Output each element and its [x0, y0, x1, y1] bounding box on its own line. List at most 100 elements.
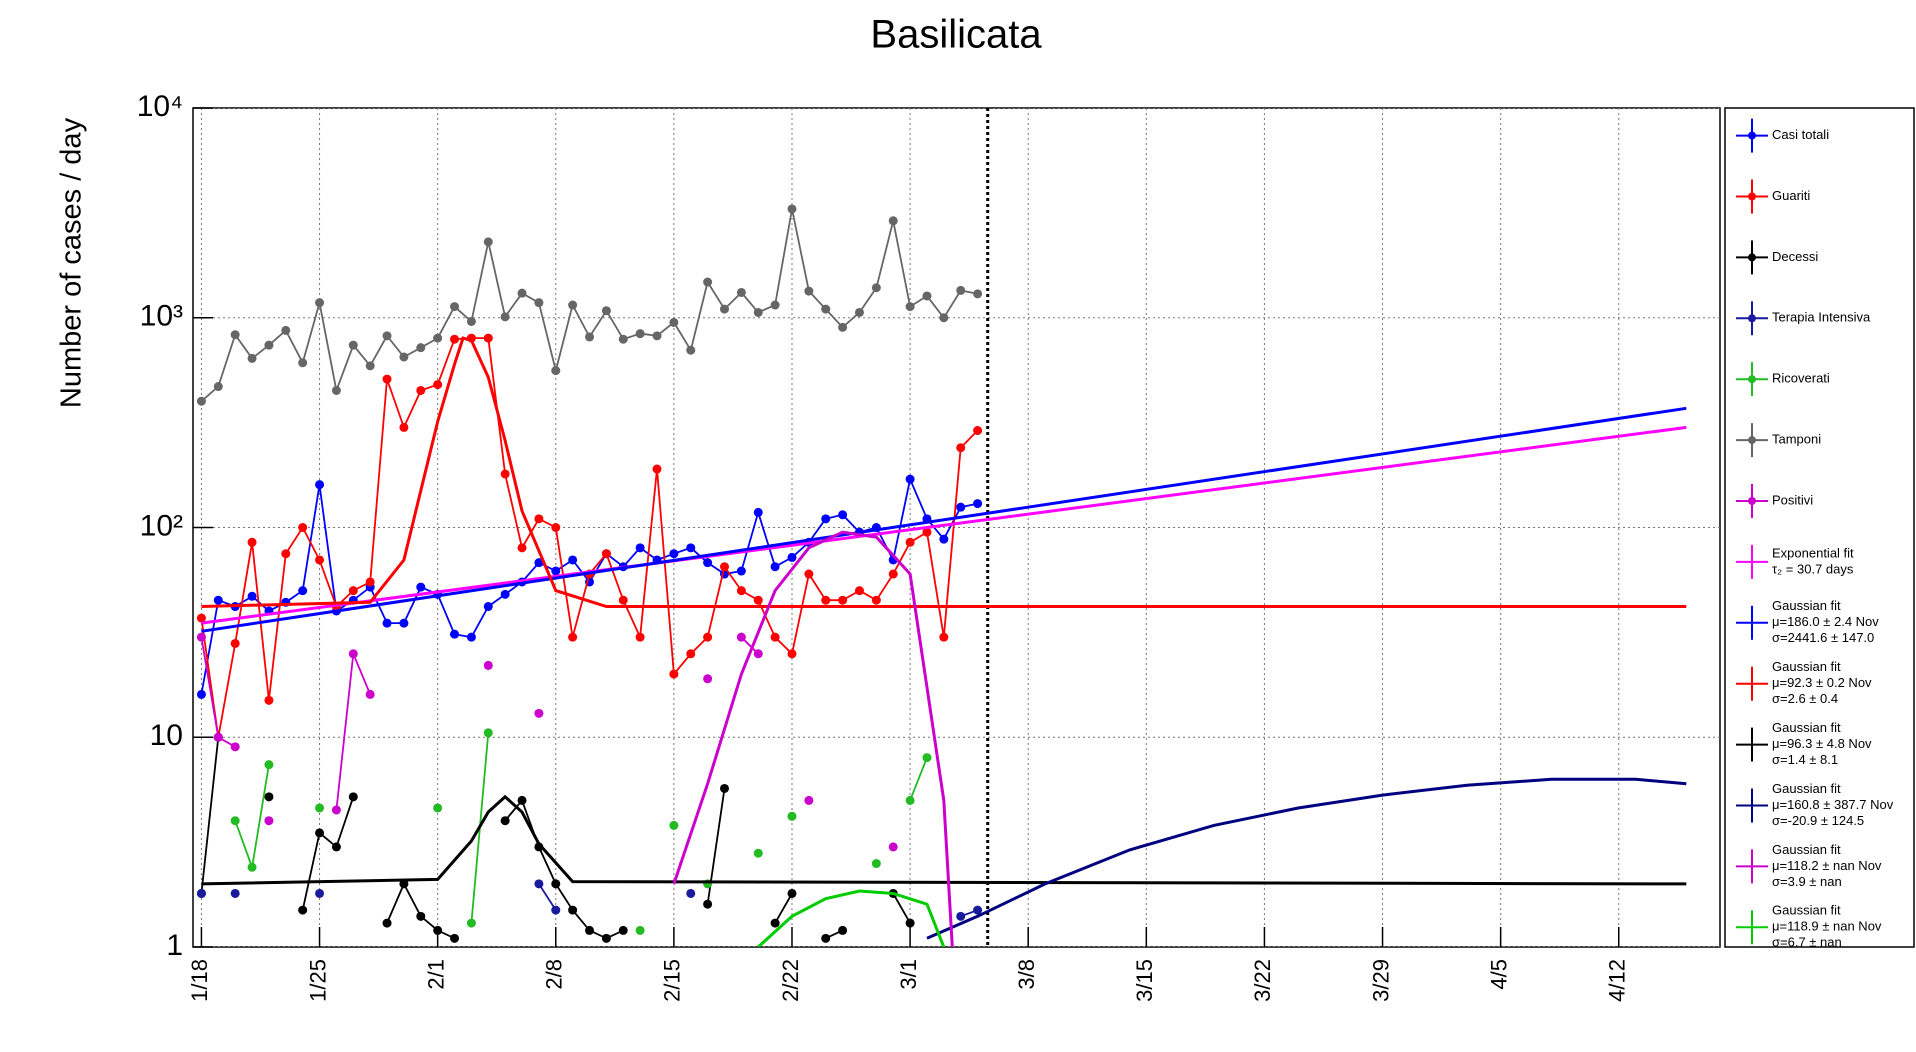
data-point	[534, 708, 544, 718]
data-point	[770, 300, 780, 310]
legend-label: Exponential fit	[1772, 545, 1854, 560]
data-point	[534, 558, 544, 568]
legend-detail: μ=118.2 ± nan Nov	[1772, 858, 1882, 873]
data-point	[838, 595, 848, 605]
x-tick-label: 3/1	[896, 959, 921, 990]
y-tick-label: 10⁴	[137, 90, 183, 123]
data-point	[196, 613, 206, 623]
data-point	[585, 925, 595, 935]
data-point	[298, 586, 308, 596]
data-point	[618, 334, 628, 344]
data-point	[905, 302, 915, 312]
data-point	[382, 374, 392, 384]
data-point	[551, 905, 561, 915]
data-point	[264, 816, 274, 826]
data-point	[551, 523, 561, 532]
legend-symbol	[1748, 314, 1756, 323]
legend-label: Guariti	[1772, 188, 1810, 203]
data-point	[331, 805, 341, 815]
data-point	[230, 330, 240, 340]
data-point	[736, 566, 746, 576]
legend-detail: μ=118.9 ± nan Nov	[1772, 919, 1882, 934]
fit-line	[757, 889, 946, 947]
data-point	[348, 586, 358, 596]
data-point	[956, 502, 966, 512]
data-point	[348, 649, 358, 659]
data-point	[534, 298, 544, 308]
data-point	[230, 742, 240, 752]
data-point	[703, 674, 713, 684]
data-point	[821, 595, 831, 605]
legend-detail: μ=160.8 ± 387.7 Nov	[1772, 797, 1894, 812]
data-point	[973, 905, 983, 915]
data-point	[298, 905, 308, 915]
fit-line	[926, 777, 1687, 940]
data-point	[264, 760, 274, 770]
data-point	[956, 443, 966, 453]
data-point	[382, 618, 392, 628]
x-tick-label: 1/25	[305, 959, 330, 1002]
data-point	[433, 803, 443, 813]
data-point	[804, 569, 814, 579]
data-point	[871, 859, 881, 869]
legend-detail: σ=3.9 ± nan	[1772, 874, 1842, 889]
legend-label: Ricoverati	[1772, 371, 1830, 386]
x-tick-label: 3/15	[1132, 959, 1157, 1002]
data-point	[736, 287, 746, 297]
data-point	[247, 862, 257, 872]
data-point	[264, 792, 274, 802]
data-point	[922, 291, 932, 301]
y-tick-label: 1	[166, 929, 183, 962]
data-point	[298, 358, 308, 368]
data-point	[736, 632, 746, 642]
legend-detail: μ=96.3 ± 4.8 Nov	[1772, 736, 1872, 751]
data-point	[365, 361, 375, 371]
data-point	[922, 527, 932, 537]
y-tick-label: 10	[150, 719, 183, 752]
data-point	[753, 848, 763, 858]
data-point	[196, 689, 206, 699]
data-point	[551, 879, 561, 889]
data-point	[939, 534, 949, 544]
data-point	[230, 888, 240, 898]
data-point	[483, 237, 493, 247]
x-tick-label: 2/8	[542, 959, 567, 990]
data-point	[213, 382, 223, 392]
legend-symbol	[1748, 497, 1756, 505]
data-point	[196, 396, 206, 406]
data-point	[888, 216, 898, 226]
data-point	[568, 555, 578, 565]
x-tick-label: 4/5	[1486, 959, 1511, 990]
legend-symbol	[1748, 375, 1756, 384]
data-point	[669, 317, 679, 327]
data-point	[956, 285, 966, 295]
legend-label: Gaussian fit	[1772, 903, 1841, 918]
data-point	[888, 842, 898, 852]
data-point	[382, 331, 392, 341]
legend-symbol	[1748, 436, 1756, 445]
data-point	[230, 816, 240, 826]
data-point	[315, 555, 325, 565]
data-point	[703, 558, 713, 568]
data-point	[382, 918, 392, 928]
data-point	[905, 918, 915, 928]
data-point	[719, 562, 729, 572]
legend-detail: τ₂ = 30.7 days	[1772, 561, 1854, 576]
data-point	[821, 514, 831, 524]
data-point	[939, 632, 949, 642]
data-point	[466, 316, 476, 326]
data-point	[838, 322, 848, 332]
legend-label: Gaussian fit	[1772, 598, 1841, 613]
x-tick-label: 4/12	[1605, 959, 1630, 1002]
data-point	[686, 649, 696, 659]
data-point	[500, 816, 510, 826]
data-point	[399, 618, 409, 628]
data-point	[905, 474, 915, 484]
x-tick-label: 3/8	[1014, 959, 1039, 990]
data-point	[348, 792, 358, 802]
data-point	[450, 334, 460, 344]
data-point	[466, 918, 476, 928]
data-point	[686, 543, 696, 553]
data-point	[365, 689, 375, 699]
data-point	[196, 888, 206, 898]
